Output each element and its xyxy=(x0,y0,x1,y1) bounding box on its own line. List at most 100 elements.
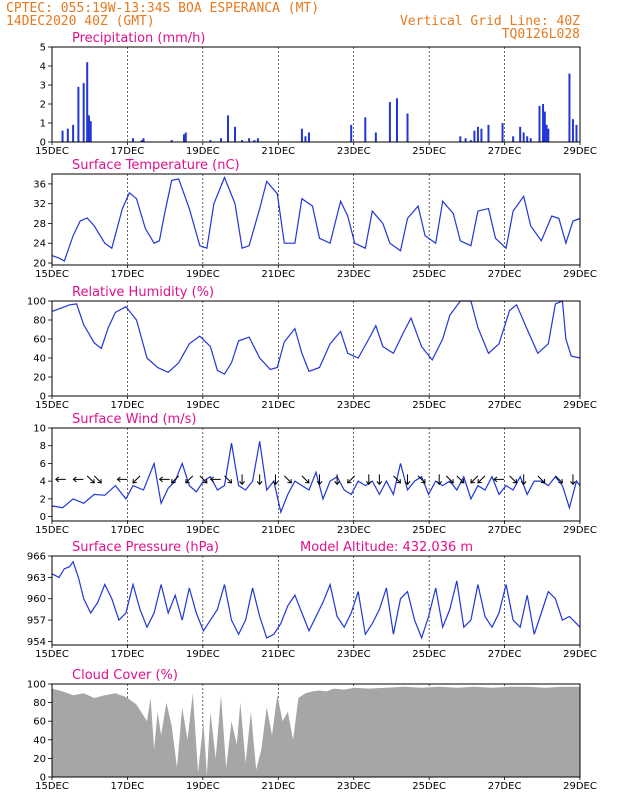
precipitation-panel: 15DEC 17DEC 19DEC 21DEC 23DEC 25DEC 27DEC 29DEC… xyxy=(35,31,597,157)
wind-direction-arrow xyxy=(456,475,465,484)
wind-direction-arrow xyxy=(224,475,233,484)
precipitation-bar xyxy=(183,134,185,142)
cloud-cover-x-tick-label: 15DEC xyxy=(35,781,69,792)
humidity-x-tick-label: 23DEC xyxy=(337,400,371,411)
precipitation-bar xyxy=(304,136,307,142)
pressure-y-tick-label: 963 xyxy=(27,573,46,584)
humidity-y-tick-label: 0 xyxy=(40,392,46,403)
wind-x-tick-label: 27DEC xyxy=(488,525,522,536)
temperature-x-tick-label: 23DEC xyxy=(337,269,371,280)
pressure-y-tick-label: 957 xyxy=(27,616,46,627)
precipitation-bar xyxy=(234,126,237,142)
header-grid-note: Vertical Grid Line: 40Z xyxy=(400,14,580,29)
precipitation-x-tick-label: 15DEC xyxy=(35,146,69,157)
wind-direction-arrow xyxy=(493,476,505,483)
precipitation-bar xyxy=(86,62,89,143)
cloud-cover-y-tick-label: 20 xyxy=(33,754,46,765)
wind-direction-arrow xyxy=(316,474,323,486)
precipitation-bar xyxy=(571,119,574,142)
temperature-y-tick-label: 28 xyxy=(33,219,46,230)
wind-direction-arrow xyxy=(436,474,443,486)
wind-x-tick-label: 29DEC xyxy=(563,525,597,536)
precipitation-x-tick-label: 25DEC xyxy=(412,146,446,157)
wind-direction-arrow xyxy=(209,476,221,483)
pressure-x-tick-label: 27DEC xyxy=(488,649,522,660)
cloud-cover-y-tick-label: 80 xyxy=(33,698,46,709)
precipitation-bar xyxy=(487,124,490,142)
temperature-y-tick-label: 24 xyxy=(33,239,46,250)
wind-direction-arrow xyxy=(171,475,180,484)
precipitation-bar xyxy=(464,138,467,142)
wind-direction-arrow xyxy=(93,475,102,484)
humidity-x-tick-label: 17DEC xyxy=(111,400,145,411)
wind-y-tick-label: 10 xyxy=(33,424,46,435)
pressure-y-tick-label: 960 xyxy=(27,594,46,605)
precipitation-bar xyxy=(253,140,256,142)
precipitation-y-tick-label: 1 xyxy=(40,119,46,130)
precipitation-bar xyxy=(307,132,310,142)
wind-direction-arrow xyxy=(570,474,576,486)
temperature-x-tick-label: 29DEC xyxy=(563,269,597,280)
precipitation-bar xyxy=(142,138,145,142)
precipitation-bar xyxy=(364,117,367,142)
humidity-y-tick-label: 100 xyxy=(27,297,46,308)
wind-direction-arrow xyxy=(116,476,128,483)
precipitation-x-tick-label: 21DEC xyxy=(261,146,295,157)
wind-direction-arrow xyxy=(55,476,66,483)
humidity-x-tick-label: 15DEC xyxy=(35,400,69,411)
pressure-y-tick-label: 954 xyxy=(27,637,46,648)
humidity-y-tick-label: 40 xyxy=(33,354,46,365)
precipitation-bar xyxy=(374,132,377,142)
header-date: 14DEC2020 40Z (GMT) xyxy=(6,14,155,29)
wind-direction-arrow xyxy=(239,474,245,486)
humidity-x-tick-label: 19DEC xyxy=(186,400,220,411)
wind-direction-arrow xyxy=(509,475,518,484)
precipitation-bar xyxy=(501,123,504,142)
precipitation-bar xyxy=(184,132,187,142)
wind-direction-arrow xyxy=(520,474,527,486)
header-station: CPTEC: 055:19W-13:34S BOA ESPERANCA (MT) xyxy=(6,1,319,16)
temperature-x-tick-label: 19DEC xyxy=(186,269,220,280)
precipitation-y-tick-label: 2 xyxy=(40,100,46,111)
precipitation-frame xyxy=(51,46,581,143)
precipitation-bar xyxy=(140,140,143,142)
precipitation-bar xyxy=(248,138,251,142)
precipitation-bar xyxy=(526,136,529,142)
wind-x-tick-label: 21DEC xyxy=(261,525,295,536)
temperature-x-tick-label: 21DEC xyxy=(261,269,295,280)
precipitation-bar xyxy=(350,124,353,142)
precipitation-y-tick-label: 4 xyxy=(40,62,46,73)
humidity-x-tick-label: 27DEC xyxy=(488,400,522,411)
precipitation-x-tick-label: 19DEC xyxy=(186,146,220,157)
precipitation-bar xyxy=(575,124,578,142)
wind-x-tick-label: 23DEC xyxy=(337,525,371,536)
wind-direction-arrow xyxy=(86,475,95,484)
wind-y-tick-label: 8 xyxy=(40,441,46,452)
precipitation-y-tick-label: 0 xyxy=(40,138,46,149)
precipitation-bar xyxy=(476,126,479,142)
wind-direction-arrow xyxy=(283,475,292,484)
cloud-cover-x-tick-label: 27DEC xyxy=(488,781,522,792)
cloud-cover-frame xyxy=(51,683,581,778)
wind-direction-arrow xyxy=(365,474,372,486)
temperature-frame xyxy=(51,173,581,266)
precipitation-bar xyxy=(480,128,483,142)
precipitation-bar xyxy=(209,140,212,142)
wind-title: Surface Wind (m/s) xyxy=(72,412,196,427)
wind-y-tick-label: 4 xyxy=(40,477,46,488)
humidity-frame xyxy=(51,300,581,397)
wind-y-tick-label: 0 xyxy=(40,512,46,523)
pressure-annotation: Model Altitude: 432.036 m xyxy=(300,540,473,555)
wind-direction-arrow xyxy=(404,474,411,486)
pressure-title: Surface Pressure (hPa) xyxy=(72,540,219,555)
precipitation-bar xyxy=(469,140,472,142)
pressure-y-tick-label: 966 xyxy=(27,552,46,563)
wind-x-tick-label: 15DEC xyxy=(35,525,69,536)
temperature-y-tick-label: 32 xyxy=(33,199,46,210)
precipitation-bar xyxy=(529,138,532,142)
wind-direction-arrow xyxy=(445,475,454,484)
precipitation-bar xyxy=(61,130,64,142)
wind-x-tick-label: 25DEC xyxy=(412,525,446,536)
wind-y-tick-label: 2 xyxy=(40,494,46,505)
temperature-y-tick-label: 36 xyxy=(33,179,46,190)
